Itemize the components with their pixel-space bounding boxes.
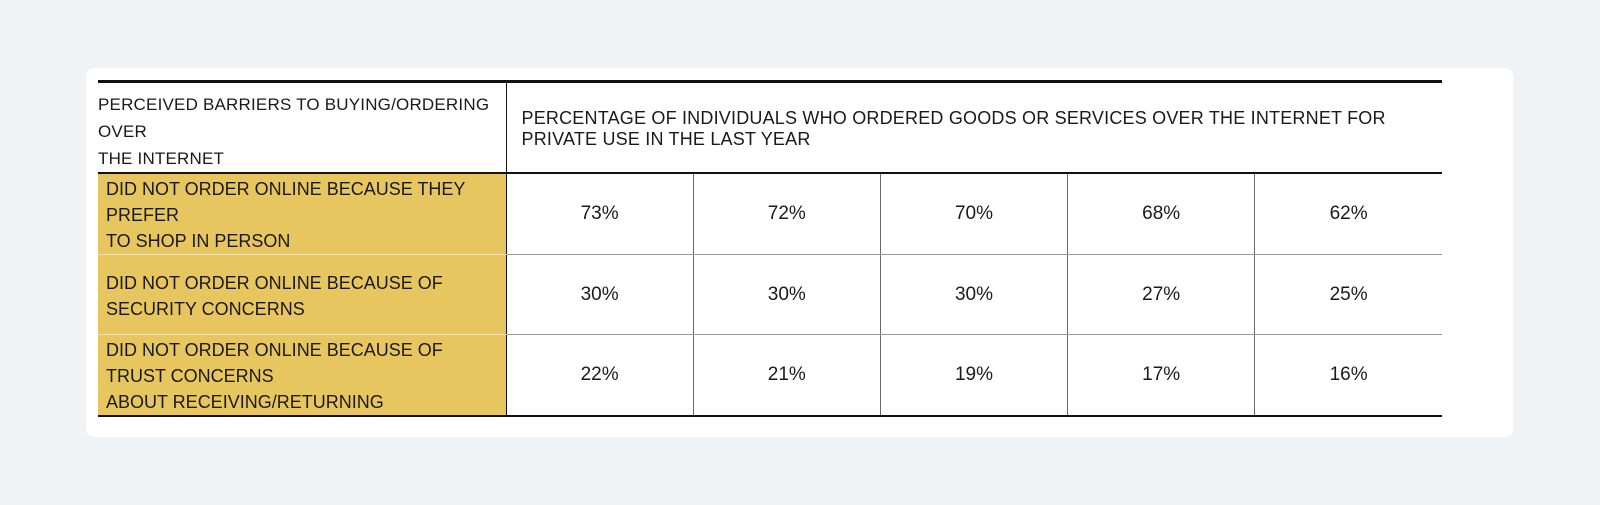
value-cell: 73% (506, 173, 694, 255)
value-cell: 17% (1067, 334, 1256, 417)
value-cell: 21% (693, 334, 881, 417)
row-label: DID NOT ORDER ONLINE BECAUSE THEY PREFER… (98, 173, 507, 255)
value-cell: 27% (1067, 254, 1256, 335)
table-header-row: PERCEIVED BARRIERS TO BUYING/ORDERING OV… (98, 80, 1442, 174)
value-cell: 30% (880, 254, 1069, 335)
percentage-column-header: PERCENTAGE OF INDIVIDUALS WHO ORDERED GO… (506, 80, 1442, 174)
value-cell: 16% (1254, 334, 1442, 417)
value-cell: 68% (1067, 173, 1256, 255)
row-label-line: TO SHOP IN PERSON (106, 231, 291, 251)
value-cell: 30% (506, 254, 694, 335)
row-label: DID NOT ORDER ONLINE BECAUSE OF SECURITY… (98, 254, 507, 335)
row-label-line: ABOUT RECEIVING/RETURNING (106, 392, 384, 412)
row-label-line: DID NOT ORDER ONLINE BECAUSE OF (106, 272, 443, 293)
table-row: DID NOT ORDER ONLINE BECAUSE OF TRUST CO… (98, 334, 1442, 417)
value-cell: 72% (693, 173, 881, 255)
row-label-line: SECURITY CONCERNS (106, 298, 305, 319)
value-cell: 19% (880, 334, 1069, 417)
row-label: DID NOT ORDER ONLINE BECAUSE OF TRUST CO… (98, 334, 507, 417)
barrier-column-header: PERCEIVED BARRIERS TO BUYING/ORDERING OV… (98, 80, 507, 174)
value-cell: 70% (880, 173, 1069, 255)
barriers-table: PERCEIVED BARRIERS TO BUYING/ORDERING OV… (98, 80, 1442, 417)
row-label-line: DID NOT ORDER ONLINE BECAUSE THEY PREFER (106, 179, 466, 225)
value-cell: 22% (506, 334, 694, 417)
value-cell: 30% (693, 254, 881, 335)
value-cell: 25% (1254, 254, 1442, 335)
row-label-line: DID NOT ORDER ONLINE BECAUSE OF TRUST CO… (106, 340, 443, 386)
barrier-header-line: PERCEIVED BARRIERS TO BUYING/ORDERING OV… (98, 95, 490, 141)
barriers-table-container: PERCEIVED BARRIERS TO BUYING/ORDERING OV… (98, 80, 1442, 417)
table-row: DID NOT ORDER ONLINE BECAUSE THEY PREFER… (98, 173, 1442, 255)
value-cell: 62% (1254, 173, 1442, 255)
table-row: DID NOT ORDER ONLINE BECAUSE OF SECURITY… (98, 254, 1442, 335)
barrier-header-line: THE INTERNET (98, 149, 225, 168)
